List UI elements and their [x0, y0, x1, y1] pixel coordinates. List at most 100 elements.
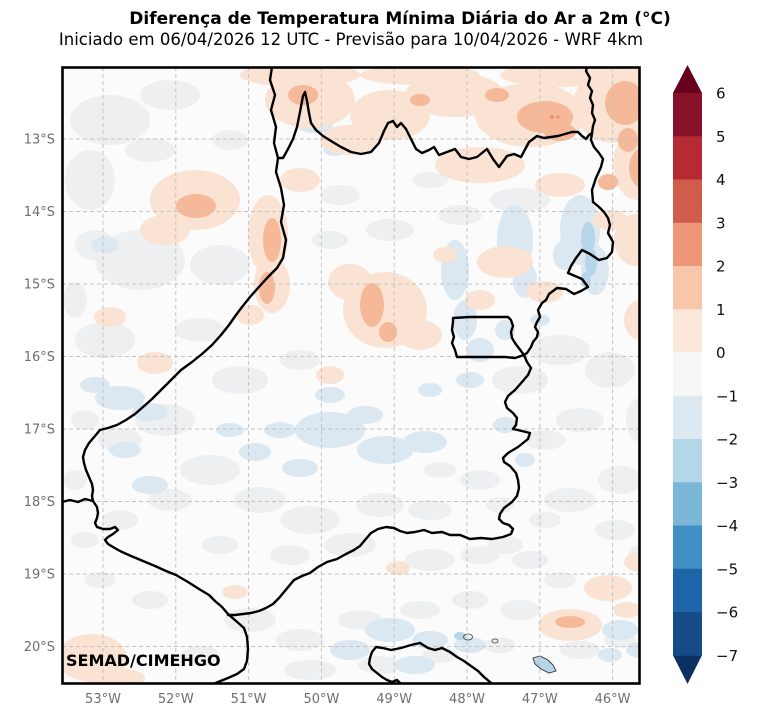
anomaly-blob — [556, 115, 560, 119]
anomaly-blob — [529, 512, 561, 528]
lon-tick-label: 49°W — [376, 692, 412, 707]
anomaly-blob — [495, 320, 515, 340]
anomaly-blob — [94, 307, 126, 327]
anomaly-blob — [624, 552, 640, 572]
anomaly-blob — [280, 350, 320, 370]
anomaly-blob — [512, 551, 548, 569]
anomaly-blob — [408, 500, 452, 520]
anomaly-blob — [180, 455, 240, 485]
colorbar-tick-label: −5 — [716, 560, 738, 578]
anomaly-blob — [598, 174, 618, 190]
colorbar-segment — [673, 179, 702, 224]
latitude-tick-labels: 13°S 14°S 15°S 16°S 17°S 18°S 19°S 20°S — [24, 133, 55, 656]
anomaly-blob — [71, 410, 99, 430]
anomaly-blob — [460, 546, 500, 564]
anomaly-blob — [452, 591, 488, 609]
anomaly-blob — [216, 423, 244, 437]
lon-tick-label: 53°W — [85, 692, 121, 707]
anomaly-blob — [140, 80, 200, 110]
anomaly-blob — [556, 408, 604, 432]
anomaly-blob — [624, 300, 640, 340]
anomaly-blob — [315, 387, 345, 403]
lat-tick-label: 15°S — [24, 278, 55, 293]
anomaly-blob — [63, 470, 87, 490]
anomaly-blob — [70, 95, 150, 145]
chart-title: Diferença de Temperatura Mínima Diária d… — [129, 9, 671, 29]
anomaly-blob — [433, 247, 457, 263]
anomaly-blob — [585, 352, 635, 388]
colorbar-segment — [673, 309, 702, 353]
anomaly-blob — [424, 462, 456, 478]
anomaly-blob — [625, 67, 640, 85]
longitude-tick-labels: 53°W 52°W 51°W 50°W 49°W 48°W 47°W 46°W — [85, 692, 631, 707]
anomaly-blob — [613, 602, 640, 618]
anomaly-blob — [324, 533, 376, 557]
state-border-line — [226, 131, 615, 617]
colorbar-tick-label: −6 — [716, 604, 738, 622]
colorbar-tick-label: −3 — [716, 474, 738, 492]
anomaly-blob — [629, 148, 640, 188]
anomaly-blob — [527, 281, 563, 303]
anomaly-blob — [400, 601, 440, 619]
anomaly-blob — [71, 532, 99, 548]
colorbar-segment — [673, 612, 702, 656]
anomaly-blob — [202, 536, 238, 554]
anomaly-blob — [365, 618, 415, 642]
anomaly-blob — [239, 443, 271, 461]
anomaly-blob — [453, 300, 477, 340]
anomaly-blob — [360, 283, 384, 327]
anomaly-blob — [222, 585, 248, 599]
colorbar-tick-label: 2 — [716, 258, 726, 276]
anomaly-blob — [598, 648, 622, 662]
anomaly-blob — [102, 510, 138, 530]
colorbar-segment — [673, 395, 702, 440]
anomaly-blob — [477, 246, 533, 278]
anomaly-blob — [276, 629, 324, 651]
lat-tick-label: 20°S — [24, 640, 55, 655]
anomaly-blob — [553, 240, 577, 270]
anomaly-blob — [386, 561, 410, 575]
colorbar-tick-label: 4 — [716, 171, 726, 189]
lakes-layer — [463, 633, 557, 674]
reservoir-shape — [532, 655, 557, 674]
colorbar-tick-label: −1 — [716, 387, 738, 405]
anomaly-blob — [282, 459, 318, 477]
anomaly-blob — [412, 172, 448, 188]
anomaly-blob — [605, 81, 640, 125]
lon-tick-label: 48°W — [449, 692, 485, 707]
state-border-line — [418, 641, 494, 684]
anomaly-blob — [454, 632, 466, 640]
anomaly-blob — [460, 470, 500, 490]
anomaly-blob — [270, 545, 310, 565]
anomaly-blob — [492, 366, 548, 394]
anomaly-blob — [581, 222, 595, 254]
anomaly-blob — [347, 406, 383, 424]
colorbar-segment — [673, 568, 702, 613]
colorbar-segment — [673, 136, 702, 180]
colorbar-arrow-over — [673, 65, 702, 93]
gridlines — [62, 67, 640, 684]
lon-tick-label: 47°W — [522, 692, 558, 707]
colorbar-segment — [673, 352, 702, 397]
anomaly-blob — [295, 412, 365, 448]
anomaly-blob — [312, 231, 348, 249]
anomaly-blob — [366, 219, 414, 241]
anomaly-blob — [85, 668, 145, 684]
colorbar-segment — [673, 222, 702, 267]
anomaly-blob — [357, 436, 413, 464]
anomaly-blob — [75, 322, 135, 358]
anomaly-blob — [95, 386, 145, 410]
anomaly-blob — [515, 453, 535, 467]
colorbar-tick-label: −2 — [716, 431, 738, 449]
anomaly-blob — [148, 489, 192, 511]
colorbar-tick-label: −7 — [716, 647, 738, 665]
anomaly-blob — [530, 335, 590, 365]
colorbar-segment — [673, 93, 702, 137]
anomaly-blob — [398, 320, 442, 350]
anomaly-blob — [438, 205, 482, 225]
anomaly-blob — [212, 366, 268, 394]
anomaly-blob — [618, 128, 638, 152]
anomaly-blob — [379, 322, 397, 342]
anomaly-fill-layer — [62, 67, 640, 684]
anomaly-blob — [595, 520, 635, 540]
